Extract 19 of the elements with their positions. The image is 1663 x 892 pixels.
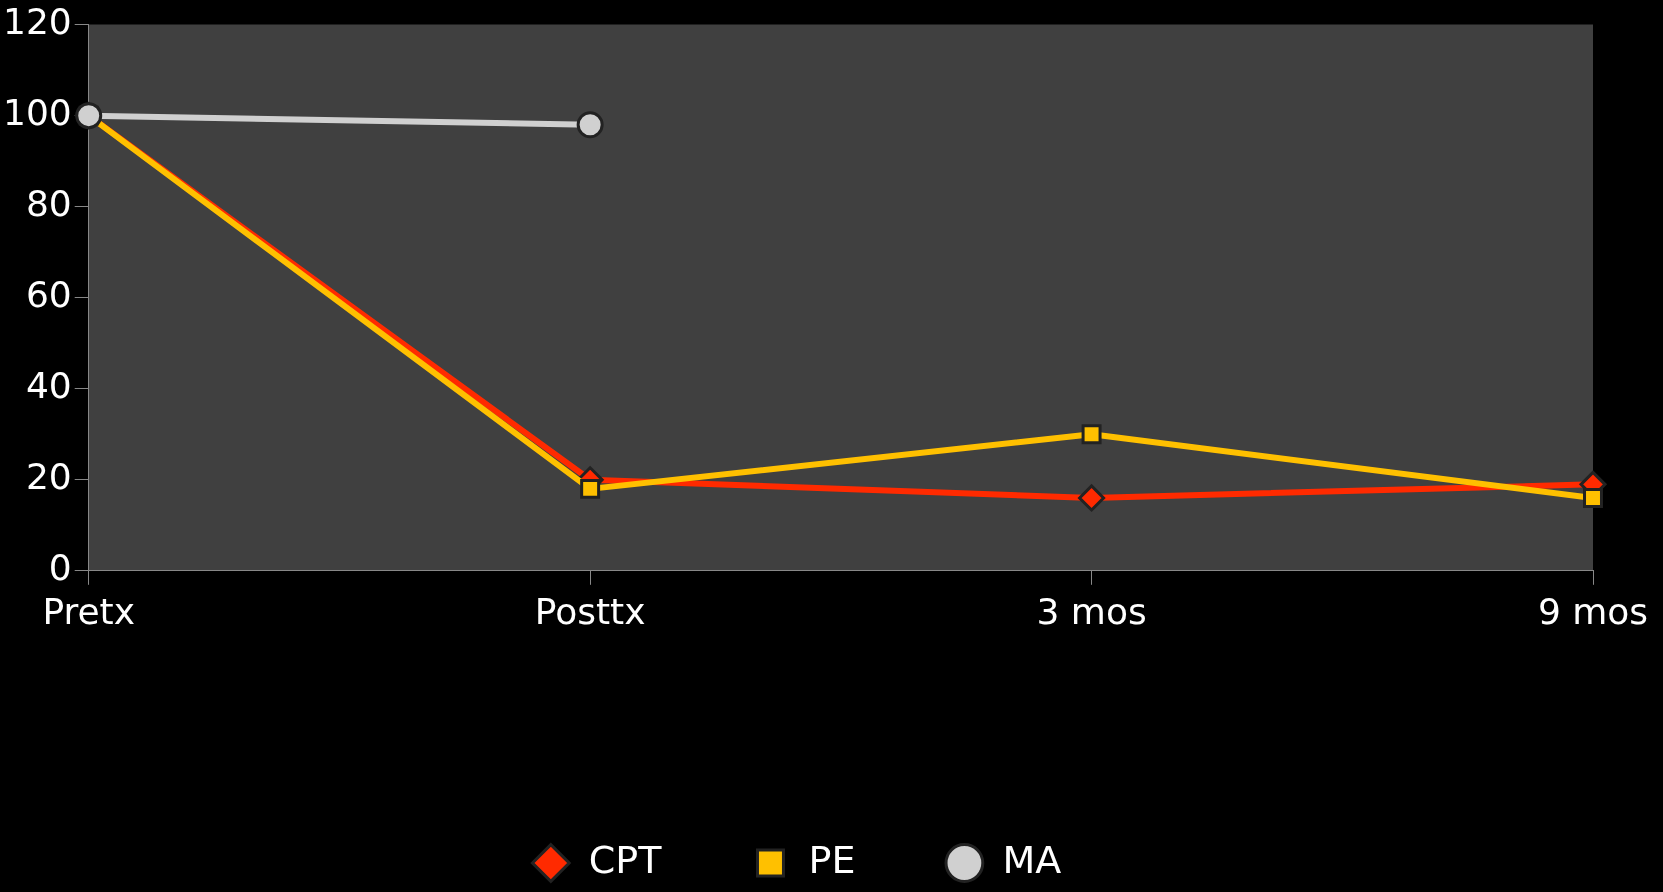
y-tick-label: 80 xyxy=(25,183,72,225)
y-tick-label: 60 xyxy=(25,274,72,316)
legend-label: CPT xyxy=(588,837,663,882)
point xyxy=(1081,424,1102,445)
x-tick-label: 3 mos xyxy=(1036,590,1147,632)
y-tick-label: 120 xyxy=(2,0,72,42)
point xyxy=(1078,484,1106,512)
point xyxy=(1583,487,1603,508)
point xyxy=(580,478,601,499)
y-tick-label: 40 xyxy=(25,365,72,407)
x-tick-label: Posttx xyxy=(534,590,646,632)
y-tick-label: 20 xyxy=(25,456,72,498)
y-tick-label: 100 xyxy=(2,91,72,133)
x-tick-label: Pretx xyxy=(42,590,136,632)
y-tick-label: 0 xyxy=(48,547,72,589)
legend-label: MA xyxy=(1002,837,1062,882)
legend-label: PE xyxy=(808,837,856,882)
x-tick-label: 9 mos xyxy=(1537,590,1649,632)
point xyxy=(576,111,604,139)
